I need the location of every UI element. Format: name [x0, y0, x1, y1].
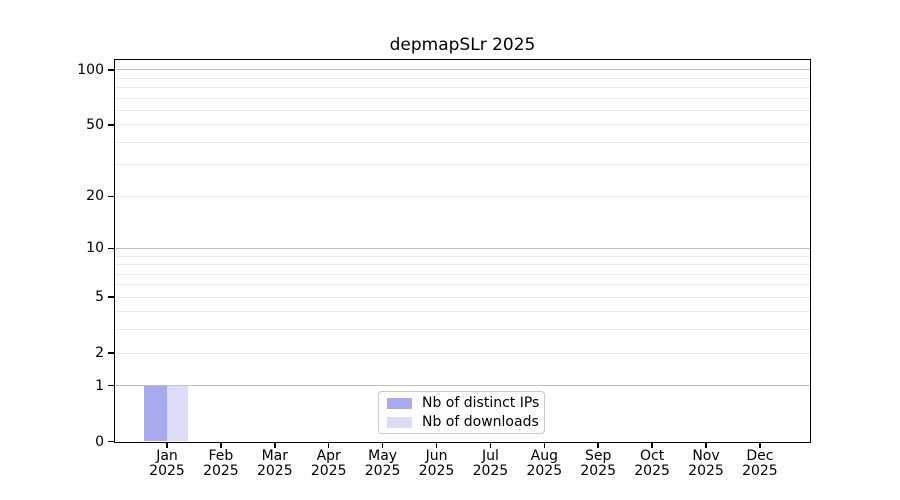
y-tick-mark: [108, 69, 115, 71]
legend: Nb of distinct IPs Nb of downloads: [378, 391, 545, 434]
x-tick-label: Mar 2025: [256, 448, 293, 479]
gridline-minor: [115, 273, 810, 275]
x-tick-mark: [381, 443, 384, 448]
x-tick-mark: [435, 443, 438, 448]
x-tick-mark: [759, 443, 761, 448]
x-tick-label: Aug 2025: [526, 448, 563, 479]
legend-swatch-downloads: [387, 416, 412, 428]
y-tick-mark: [108, 440, 115, 443]
y-tick-label: 0: [95, 433, 104, 450]
bar-distinct-ips: [144, 385, 167, 442]
gridline-major: [115, 247, 810, 249]
plot-area: [114, 59, 811, 443]
gridline-minor: [115, 264, 810, 266]
gridline-major: [115, 385, 810, 387]
y-tick-mark: [108, 352, 115, 354]
gridline-minor: [115, 329, 810, 331]
x-tick-mark: [705, 443, 707, 448]
gridline-minor: [115, 109, 810, 111]
gridline-minor: [115, 77, 810, 79]
legend-label: Nb of downloads: [422, 414, 539, 430]
y-tick-label: 2: [95, 345, 104, 362]
x-tick-mark: [651, 443, 653, 448]
x-tick-label: Apr 2025: [310, 448, 347, 479]
x-tick-label: Sep 2025: [580, 448, 616, 479]
x-tick-mark: [543, 443, 546, 448]
gridline-minor: [115, 284, 810, 286]
y-tick-label: 5: [95, 289, 104, 306]
x-tick-mark: [220, 443, 222, 448]
y-tick-label: 10: [86, 240, 104, 257]
x-tick-label: Dec 2025: [742, 448, 778, 479]
legend-item-downloads: Nb of downloads: [387, 414, 539, 430]
legend-item-distinct-ips: Nb of distinct IPs: [387, 395, 540, 411]
gridline-minor: [115, 87, 810, 89]
y-tick-label: 1: [95, 377, 104, 394]
y-tick-label: 100: [77, 61, 104, 78]
gridline-minor: [115, 296, 810, 298]
y-tick-mark: [108, 247, 115, 250]
bar-downloads: [167, 385, 188, 442]
gridline-minor: [115, 311, 810, 313]
x-tick-mark: [166, 443, 168, 448]
x-tick-mark: [327, 443, 330, 448]
x-tick-label: May 2025: [364, 448, 401, 479]
x-tick-label: Jan 2025: [149, 448, 185, 479]
y-tick-mark: [108, 195, 115, 198]
y-tick-label: 50: [86, 116, 104, 133]
x-tick-label: Oct 2025: [634, 448, 670, 479]
legend-swatch-distinct-ips: [387, 397, 412, 409]
x-tick-mark: [274, 443, 276, 448]
y-tick-mark: [108, 296, 115, 298]
gridline-minor: [115, 164, 810, 166]
x-tick-label: Jun 2025: [418, 448, 455, 479]
x-tick-mark: [489, 443, 492, 448]
y-tick-mark: [108, 384, 115, 387]
gridline-minor: [115, 97, 810, 99]
gridline-minor: [115, 124, 810, 126]
x-tick-label: Nov 2025: [688, 448, 724, 479]
y-tick-label: 20: [86, 188, 104, 205]
gridline-minor: [115, 352, 810, 354]
x-tick-label: Feb 2025: [203, 448, 239, 479]
gridline-minor: [115, 195, 810, 197]
y-tick-mark: [108, 124, 115, 126]
gridline-minor: [115, 141, 810, 143]
legend-label: Nb of distinct IPs: [422, 395, 540, 411]
x-tick-mark: [597, 443, 599, 448]
chart-title: depmapSLr 2025: [389, 35, 536, 55]
x-tick-label: Jul 2025: [472, 448, 509, 479]
gridline-minor: [115, 255, 810, 257]
gridline-major: [115, 69, 810, 71]
